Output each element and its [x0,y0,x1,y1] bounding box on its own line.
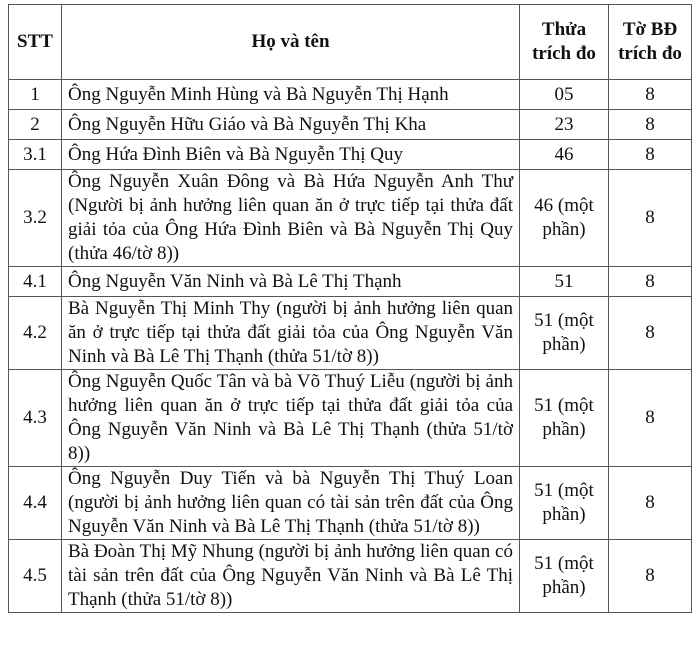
name-cell: Bà Nguyễn Thị Minh Thy (người bị ảnh hưở… [61,296,520,370]
map-sheet-cell: 8 [608,79,692,110]
name-cell: Bà Đoàn Thị Mỹ Nhung (người bị ảnh hưởng… [61,539,520,613]
parcel-cell: 05 [519,79,609,110]
table-row: 4.1 Ông Nguyễn Văn Ninh và Bà Lê Thị Thạn… [8,266,692,297]
parcel-cell: 46 [519,139,609,170]
table-row: 2 Ông Nguyễn Hữu Giáo và Bà Nguyễn Thị Kh… [8,109,692,140]
table-row: 4.2 Bà Nguyễn Thị Minh Thy (người bị ảnh … [8,296,692,370]
stt-cell: 4.4 [8,466,62,540]
map-sheet-cell: 8 [608,266,692,297]
map-sheet-cell: 8 [608,369,692,467]
parcel-cell: 51 (một phần) [519,466,609,540]
parcel-cell: 51 [519,266,609,297]
table-row: 4.5 Bà Đoàn Thị Mỹ Nhung (người bị ảnh hư… [8,539,692,613]
name-cell: Ông Nguyễn Minh Hùng và Bà Nguyễn Thị Hạ… [61,79,520,110]
parcel-cell: 51 (một phần) [519,296,609,370]
parcel-cell: 46 (một phần) [519,169,609,267]
parcel-cell: 51 (một phần) [519,539,609,613]
stt-cell: 4.3 [8,369,62,467]
stt-cell: 4.1 [8,266,62,297]
table-row: 1 Ông Nguyễn Minh Hùng và Bà Nguyễn Thị H… [8,79,692,110]
map-sheet-cell: 8 [608,539,692,613]
name-cell: Ông Nguyễn Văn Ninh và Bà Lê Thị Thạnh [61,266,520,297]
header-stt: STT [8,4,62,80]
table-row: 4.4 Ông Nguyễn Duy Tiến và bà Nguyễn Thị … [8,466,692,540]
header-parcel: Thửa trích đo [519,4,609,80]
name-cell: Ông Nguyễn Quốc Tân và bà Võ Thuý Liễu (… [61,369,520,467]
stt-cell: 2 [8,109,62,140]
map-sheet-cell: 8 [608,109,692,140]
stt-cell: 3.2 [8,169,62,267]
map-sheet-cell: 8 [608,139,692,170]
name-cell: Ông Nguyễn Hữu Giáo và Bà Nguyễn Thị Kha [61,109,520,140]
header-name: Họ và tên [61,4,520,80]
name-cell: Ông Hứa Đình Biên và Bà Nguyễn Thị Quy [61,139,520,170]
map-sheet-cell: 8 [608,169,692,267]
map-sheet-cell: 8 [608,466,692,540]
stt-cell: 4.2 [8,296,62,370]
header-map-sheet: Tờ BĐ trích đo [608,4,692,80]
table-row: 4.3 Ông Nguyễn Quốc Tân và bà Võ Thuý Liễ… [8,369,692,467]
map-sheet-cell: 8 [608,296,692,370]
name-cell: Ông Nguyễn Duy Tiến và bà Nguyễn Thị Thu… [61,466,520,540]
parcel-cell: 51 (một phần) [519,369,609,467]
table-header-row: STT Họ và tên Thửa trích đo Tờ BĐ trích … [8,4,692,80]
stt-cell: 4.5 [8,539,62,613]
name-cell: Ông Nguyễn Xuân Đông và Bà Hứa Nguyễn An… [61,169,520,267]
land-parcel-table: STT Họ và tên Thửa trích đo Tờ BĐ trích … [8,4,692,613]
stt-cell: 3.1 [8,139,62,170]
parcel-cell: 23 [519,109,609,140]
table-row: 3.1 Ông Hứa Đình Biên và Bà Nguyễn Thị Qu… [8,139,692,170]
table-row: 3.2 Ông Nguyễn Xuân Đông và Bà Hứa Nguyễn… [8,169,692,267]
stt-cell: 1 [8,79,62,110]
